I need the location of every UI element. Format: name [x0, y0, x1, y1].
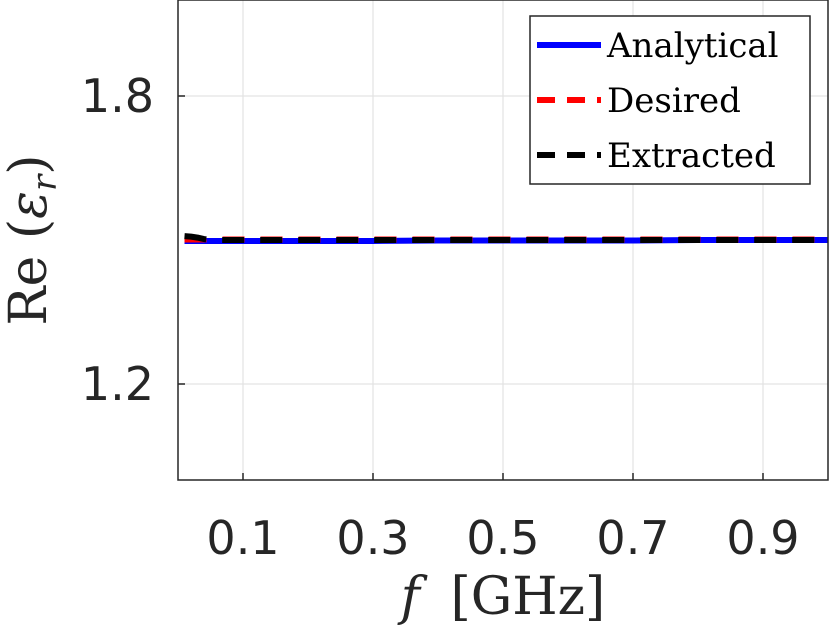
x-tick-label: 0.5 — [466, 511, 539, 565]
x-tick-label: 0.3 — [336, 511, 409, 565]
y-tick-label: 1.2 — [81, 357, 154, 411]
x-axis-label: f [GHz] — [397, 567, 606, 627]
x-tick-label: 0.7 — [596, 511, 669, 565]
tick-labels: 0.1 0.3 0.5 0.7 0.9 1.2 1.8 — [81, 69, 800, 565]
x-axis-label-unit: [GHz] — [450, 567, 605, 627]
x-axis-label-italic: f — [397, 567, 428, 627]
y-axis-label-symbol: ε — [0, 191, 59, 219]
y-axis-label-suffix: ) — [0, 154, 59, 174]
legend-label-desired: Desired — [607, 81, 741, 121]
y-axis-label-sub: r — [25, 173, 65, 191]
x-tick-label: 0.9 — [726, 511, 799, 565]
legend-label-extracted: Extracted — [607, 136, 776, 176]
y-axis-label: Re (εr) — [0, 154, 65, 325]
legend: Analytical Desired Extracted — [529, 15, 811, 185]
series-extracted — [184, 233, 828, 243]
y-tick-label: 1.8 — [81, 69, 154, 123]
series-layer — [184, 233, 828, 244]
legend-label-analytical: Analytical — [606, 26, 779, 66]
ticks — [178, 95, 764, 480]
y-axis-label-prefix: Re ( — [0, 219, 59, 326]
x-tick-label: 0.1 — [206, 511, 279, 565]
